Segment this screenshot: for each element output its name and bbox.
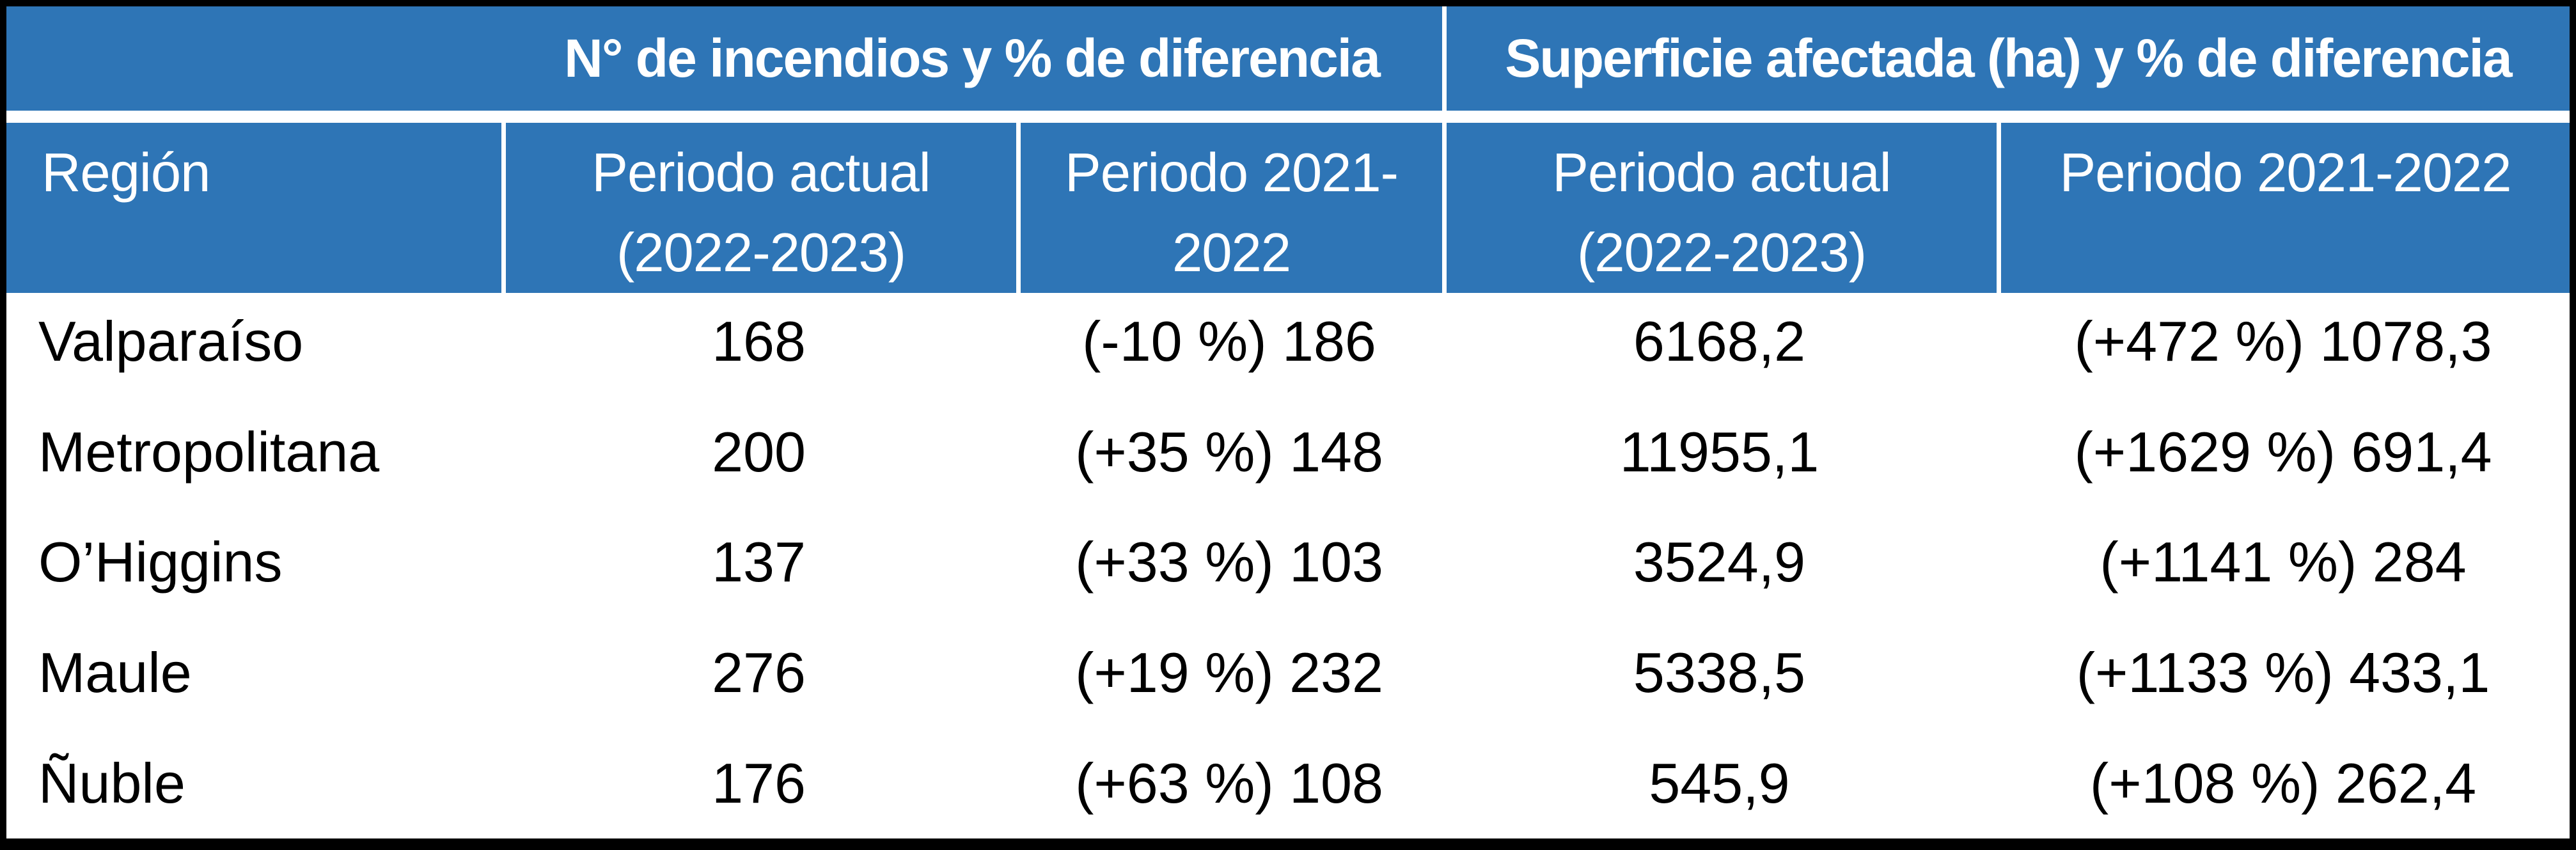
header-divider: [6, 111, 2570, 123]
data-cell-region: Ñuble: [38, 751, 185, 815]
table-row: Metropolitana 200 (+35 %) 148 11955,1 (+…: [6, 397, 2570, 508]
data-cell-fires-previous: (+63 %) 108: [1075, 751, 1383, 815]
data-cell-fires-previous: (-10 %) 186: [1082, 310, 1376, 374]
data-cell-fires-current: 200: [712, 420, 806, 484]
group-header-fires: N° de incendios y % de diferencia: [501, 6, 1442, 111]
data-cell-area-previous: (+1629 %) 691,4: [2074, 420, 2492, 484]
data-cell-area-current: 5338,5: [1633, 641, 1806, 705]
data-cell-area-current: 3524,9: [1633, 530, 1806, 594]
data-cell-fires-previous: (+19 %) 232: [1075, 641, 1383, 705]
data-cell-area-previous: (+1141 %) 284: [2100, 530, 2467, 594]
header-line: 2022: [1172, 223, 1291, 283]
data-cell-region: Maule: [38, 641, 192, 705]
group-header-filler-cell: [6, 6, 501, 111]
column-header-area-current: Periodo actual (2022-2023): [1442, 123, 1997, 293]
table-row: O’Higgins 137 (+33 %) 103 3524,9 (+1141 …: [6, 507, 2570, 618]
data-cell-area-current: 6168,2: [1633, 310, 1806, 374]
data-cell-area-previous: (+108 %) 262,4: [2089, 751, 2477, 815]
data-cell-fires-previous: (+35 %) 148: [1075, 420, 1383, 484]
column-header-region: Región: [6, 123, 501, 293]
data-cell-fires-current: 137: [712, 530, 806, 594]
column-header-area-previous: Periodo 2021-2022: [1997, 123, 2570, 293]
table-row: Ñuble 176 (+63 %) 108 545,9 (+108 %) 262…: [6, 728, 2570, 838]
data-cell-fires-previous: (+33 %) 103: [1075, 530, 1383, 594]
column-header-fires-previous: Periodo 2021- 2022: [1016, 123, 1442, 293]
header-line: (2022-2023): [1576, 223, 1867, 283]
data-cell-fires-current: 276: [712, 641, 806, 705]
data-cell-region: Valparaíso: [38, 310, 304, 374]
column-header-row: Región Periodo actual (2022-2023) Period…: [6, 123, 2570, 293]
header-line: Periodo actual: [1552, 143, 1891, 203]
data-cell-fires-current: 176: [712, 751, 806, 815]
group-header-area: Superficie afectada (ha) y % de diferenc…: [1442, 6, 2570, 111]
table-row: Valparaíso 168 (-10 %) 186 6168,2 (+472 …: [6, 287, 2570, 397]
header-line: Periodo 2021-: [1065, 143, 1399, 203]
header-line: Periodo 2021-2022: [2059, 143, 2511, 203]
group-header-row: N° de incendios y % de diferencia Superf…: [6, 6, 2570, 111]
data-cell-area-previous: (+1133 %) 433,1: [2076, 641, 2490, 705]
data-cell-region: Metropolitana: [38, 420, 380, 484]
data-cell-area-current: 11955,1: [1619, 420, 1819, 484]
header-line: Periodo actual: [592, 143, 931, 203]
header-line: (2022-2023): [616, 223, 906, 283]
data-cell-fires-current: 168: [712, 310, 806, 374]
data-cell-area-current: 545,9: [1649, 751, 1790, 815]
table-row: Maule 276 (+19 %) 232 5338,5 (+1133 %) 4…: [6, 617, 2570, 728]
column-header-fires-current: Periodo actual (2022-2023): [501, 123, 1016, 293]
data-cell-area-previous: (+472 %) 1078,3: [2074, 310, 2492, 374]
data-cell-region: O’Higgins: [38, 530, 283, 594]
